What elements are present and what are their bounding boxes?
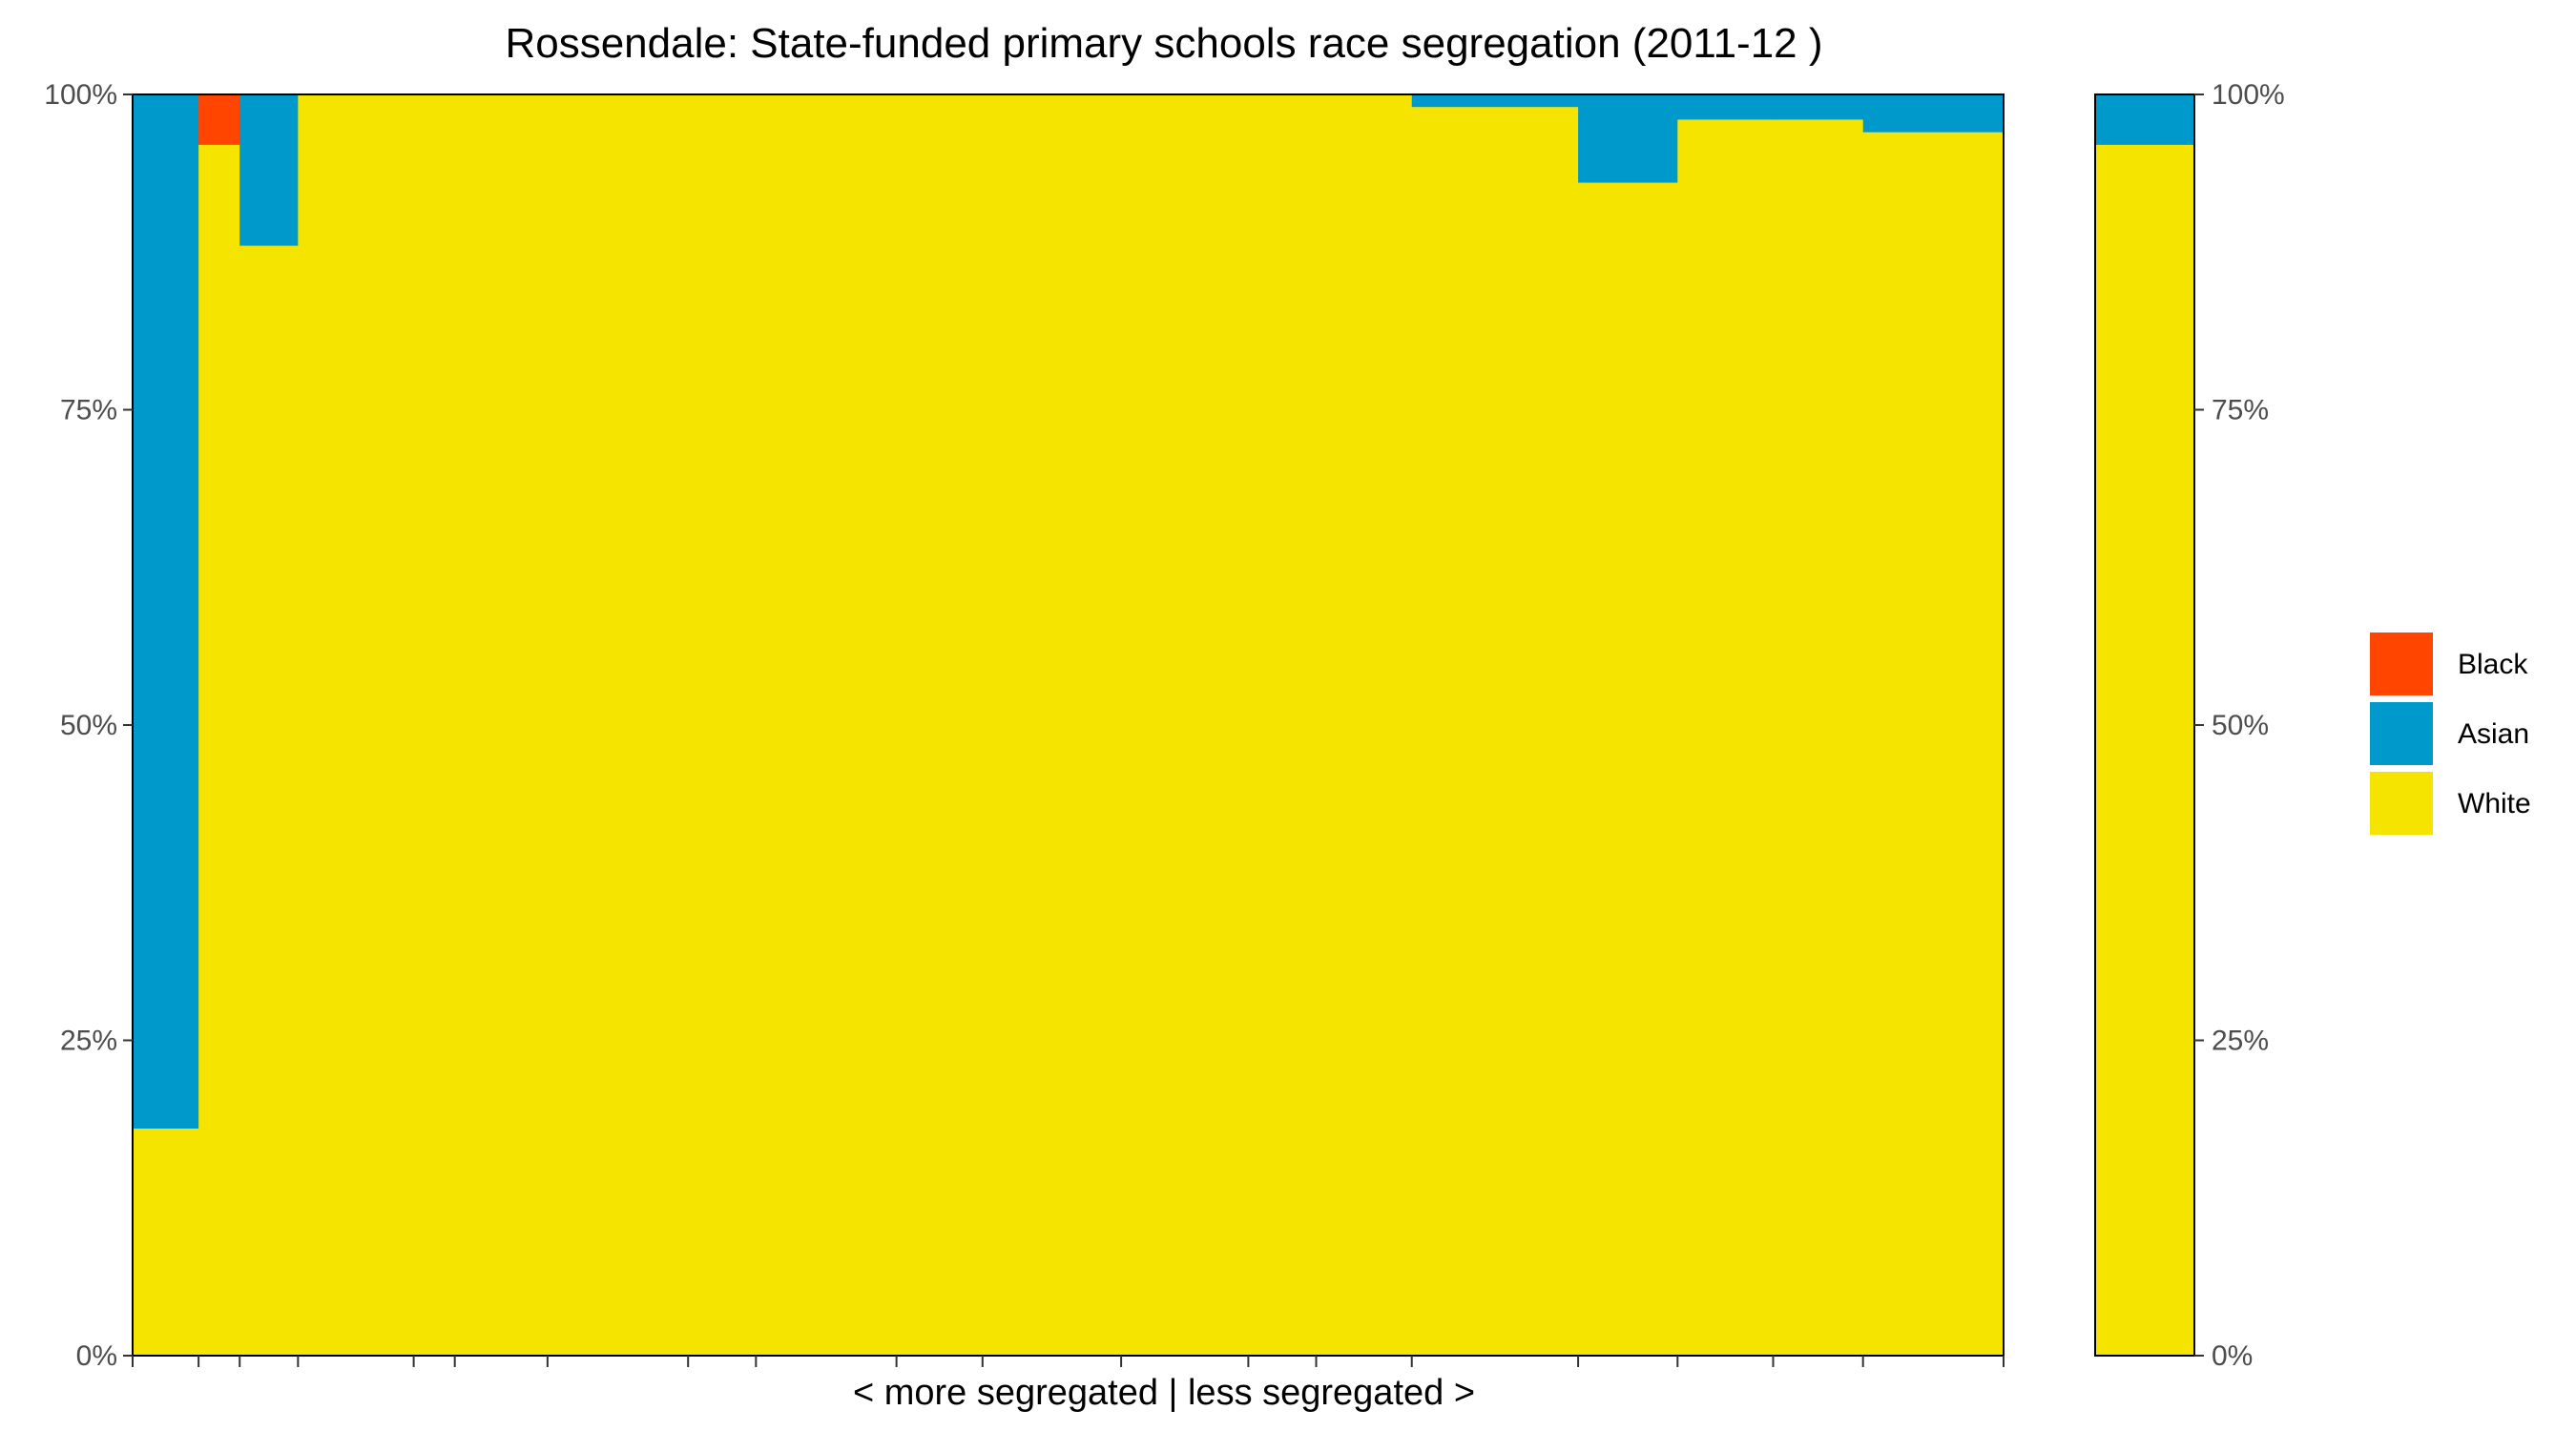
bar-school-8-white (688, 94, 757, 1356)
y-tick-label-right: 50% (2212, 710, 2269, 741)
legend-swatch-asian (2370, 702, 2433, 765)
bar-school-17-white (1677, 119, 1775, 1357)
y-tick-label-right: 75% (2212, 395, 2269, 426)
bar-school-15-white (1411, 107, 1579, 1357)
bar-school-14-white (1316, 94, 1413, 1356)
bar-total-white (2095, 144, 2194, 1356)
bar-school-3-white (239, 245, 299, 1356)
bar-school-2-black (198, 94, 240, 145)
axes-layer: 0% 0% 25% 25% 50% 50% 75% 75% 100% 100% (44, 79, 2284, 1372)
bar-school-9-white (756, 94, 898, 1356)
legend-label-asian: Asian (2458, 718, 2529, 750)
y-tick-label-right: 25% (2212, 1026, 2269, 1057)
bar-school-5-white (413, 94, 456, 1356)
bar-school-17-asian (1677, 94, 1775, 120)
bar-school-10-white (896, 94, 984, 1356)
bar-school-12-white (1121, 94, 1249, 1356)
y-tick-label-left: 25% (60, 1026, 117, 1057)
y-tick-label-left: 50% (60, 710, 117, 741)
bar-school-19-asian (1862, 94, 2005, 133)
x-axis-label: < more segregated | less segregated > (853, 1373, 1475, 1413)
bar-school-13-white (1248, 94, 1318, 1356)
y-tick-label-left: 75% (60, 395, 117, 426)
chart-title: Rossendale: State-funded primary schools… (505, 20, 1822, 67)
bar-school-1-white (133, 1129, 199, 1356)
bar-total-asian (2095, 94, 2194, 145)
bar-school-7-white (547, 94, 689, 1356)
bar-school-18-asian (1773, 94, 1864, 120)
bar-school-1-asian (133, 94, 199, 1130)
bars-layer (133, 94, 2194, 1357)
y-tick-label-right: 0% (2212, 1340, 2253, 1372)
bar-school-19-white (1862, 132, 2005, 1356)
legend: Black Asian White (2370, 633, 2531, 835)
y-tick-label-left: 0% (76, 1340, 117, 1372)
bar-school-16-white (1578, 182, 1678, 1356)
bar-school-2-white (198, 144, 240, 1356)
bar-school-3-asian (239, 94, 299, 246)
legend-swatch-black (2370, 633, 2433, 695)
y-tick-label-right: 100% (2212, 79, 2285, 111)
bar-school-16-asian (1578, 94, 1678, 183)
bar-school-15-asian (1411, 94, 1579, 108)
bar-school-4-white (298, 94, 415, 1356)
legend-label-white: White (2458, 788, 2531, 819)
bar-school-11-white (982, 94, 1122, 1356)
bar-school-6-white (454, 94, 549, 1356)
bar-school-18-white (1773, 119, 1864, 1357)
y-tick-label-left: 100% (44, 79, 117, 111)
legend-swatch-white (2370, 772, 2433, 835)
legend-label-black: Black (2458, 649, 2528, 680)
